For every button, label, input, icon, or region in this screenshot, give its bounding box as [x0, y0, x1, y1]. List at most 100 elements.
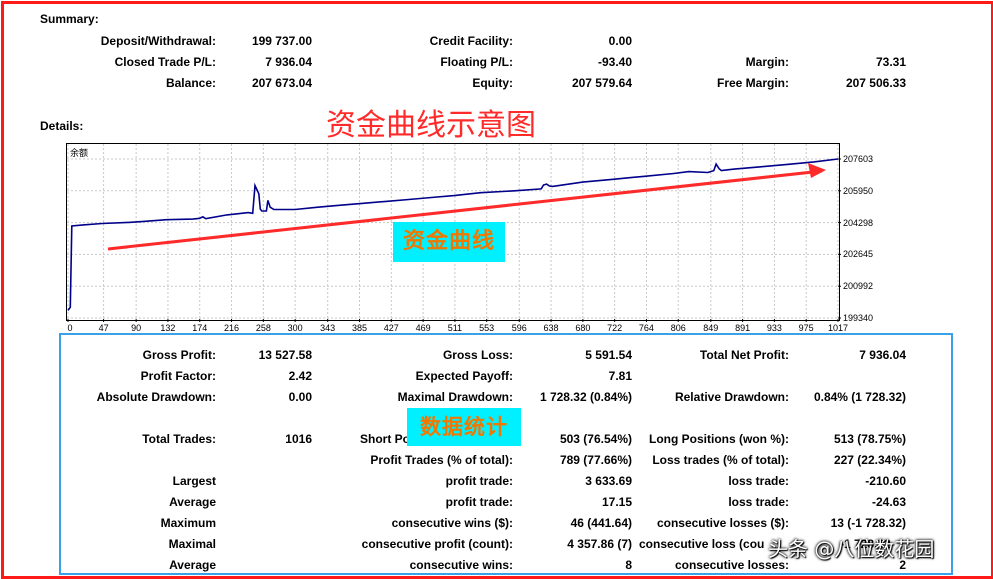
x-tick-label: 975	[798, 323, 814, 333]
x-tick-label: 638	[543, 323, 559, 333]
x-tick-label: 469	[415, 323, 431, 333]
floating-label: Floating P/L:	[440, 55, 513, 69]
blue-highlight-frame	[59, 333, 953, 575]
maximal-loss-label: consecutive loss (cou	[639, 537, 765, 551]
loss-trades-value: 227 (22.34%)	[833, 453, 906, 467]
x-tick-label: 300	[287, 323, 303, 333]
maximal-profit-value: 4 357.86 (7)	[567, 537, 632, 551]
x-tick-label: 680	[575, 323, 591, 333]
max-losses-value: 13 (-1 728.32)	[830, 516, 906, 530]
max-wins-label: consecutive wins ($):	[391, 516, 513, 530]
profit-trades-value: 789 (77.66%)	[559, 453, 632, 467]
closed-pl-value: 7 936.04	[265, 55, 312, 69]
avg-wins-label: consecutive wins:	[409, 558, 513, 572]
curve-tag: 资金曲线	[393, 222, 505, 262]
abs-drawdown-value: 0.00	[288, 390, 312, 404]
x-tick-label: 1017	[827, 323, 849, 333]
chart-gridlines	[67, 144, 839, 319]
total-trades-label: Total Trades:	[142, 432, 216, 446]
short-positions-label: Short Po	[360, 432, 410, 446]
maximal-loss-value: -1 728.32	[840, 537, 891, 551]
balance-series-line	[67, 158, 839, 311]
y-tick-label: 202645	[843, 249, 874, 260]
rel-drawdown-value: 0.84% (1 728.32)	[813, 390, 906, 404]
margin-label: Margin:	[745, 55, 789, 69]
largest-profit-value: 3 633.69	[585, 474, 632, 488]
chart-title: 余额	[70, 148, 89, 158]
x-tick-label: 90	[131, 323, 142, 333]
average2-label: Average	[169, 558, 216, 572]
stats-tag: 数据统计	[407, 408, 521, 446]
free-margin-value: 207 506.33	[845, 76, 906, 90]
trend-arrow-head	[808, 163, 826, 178]
max-wins-value: 46 (441.64)	[570, 516, 632, 530]
x-tick-label: 722	[607, 323, 623, 333]
gross-loss-label: Gross Loss:	[442, 348, 513, 362]
max-losses-label: consecutive losses ($):	[656, 516, 789, 530]
loss-trades-label: Loss trades (% of total):	[652, 453, 789, 467]
abs-drawdown-label: Absolute Drawdown:	[96, 390, 216, 404]
free-margin-label: Free Margin:	[716, 76, 789, 90]
total-trades-value: 1016	[285, 432, 312, 446]
x-tick-label: 764	[638, 323, 654, 333]
average-profit-label: profit trade:	[445, 495, 513, 509]
average-profit-value: 17.15	[601, 495, 632, 509]
rel-drawdown-label: Relative Drawdown:	[674, 390, 789, 404]
y-tick-label: 204298	[843, 217, 874, 228]
chart-y-tick-marks	[838, 158, 841, 319]
long-positions-value: 513 (78.75%)	[833, 432, 906, 446]
largest-label: Largest	[172, 474, 216, 488]
closed-pl-label: Closed Trade P/L:	[114, 55, 216, 69]
expected-payoff-label: Expected Payoff:	[415, 369, 513, 383]
x-tick-label: 47	[98, 323, 109, 333]
y-tick-label: 199340	[843, 313, 874, 323]
short-positions-value: 503 (76.54%)	[559, 432, 632, 446]
details-title: Details:	[40, 119, 84, 133]
summary-title: Summary:	[40, 12, 99, 26]
net-profit-value: 7 936.04	[859, 348, 906, 362]
gross-loss-value: 5 591.54	[585, 348, 632, 362]
gross-profit-label: Gross Profit:	[142, 348, 216, 362]
x-tick-label: 849	[703, 323, 719, 333]
x-tick-label: 596	[511, 323, 527, 333]
equity-label: Equity:	[472, 76, 513, 90]
largest-loss-label: loss trade:	[728, 474, 789, 488]
watermark: 头条 @八位数花园	[768, 537, 935, 561]
average-loss-label: loss trade:	[728, 495, 789, 509]
balance-value: 207 673.04	[251, 76, 312, 90]
credit-label: Credit Facility:	[429, 34, 513, 48]
gross-profit-value: 13 527.58	[258, 348, 312, 362]
profit-trades-label: Profit Trades (% of total):	[370, 453, 513, 467]
largest-profit-label: profit trade:	[445, 474, 513, 488]
chart-x-tick-marks	[67, 319, 839, 322]
x-tick-label: 0	[67, 323, 73, 333]
x-tick-label: 132	[160, 323, 176, 333]
x-tick-label: 216	[224, 323, 240, 333]
x-tick-label: 427	[383, 323, 399, 333]
y-tick-label: 205950	[843, 185, 874, 196]
trend-arrow-line	[107, 169, 823, 251]
x-tick-label: 258	[255, 323, 271, 333]
x-tick-label: 933	[766, 323, 782, 333]
y-tick-label: 207603	[843, 154, 874, 164]
long-positions-label: Long Positions (won %):	[649, 432, 789, 446]
maximal-label: Maximal	[168, 537, 216, 551]
net-profit-label: Total Net Profit:	[699, 348, 789, 362]
profit-factor-value: 2.42	[288, 369, 312, 383]
deposit-label: Deposit/Withdrawal:	[100, 34, 216, 48]
max-drawdown-label: Maximal Drawdown:	[397, 390, 513, 404]
x-tick-label: 891	[735, 323, 751, 333]
average-label: Average	[169, 495, 216, 509]
avg-wins-value: 8	[625, 558, 632, 572]
x-tick-label: 174	[192, 323, 208, 333]
equity-value: 207 579.64	[571, 76, 632, 90]
largest-loss-value: -210.60	[865, 474, 906, 488]
margin-value: 73.31	[875, 55, 906, 69]
deposit-value: 199 737.00	[251, 34, 312, 48]
expected-payoff-value: 7.81	[608, 369, 632, 383]
x-tick-label: 553	[479, 323, 495, 333]
average-loss-value: -24.63	[871, 495, 906, 509]
credit-value: 0.00	[608, 34, 632, 48]
y-tick-label: 200992	[843, 281, 874, 292]
